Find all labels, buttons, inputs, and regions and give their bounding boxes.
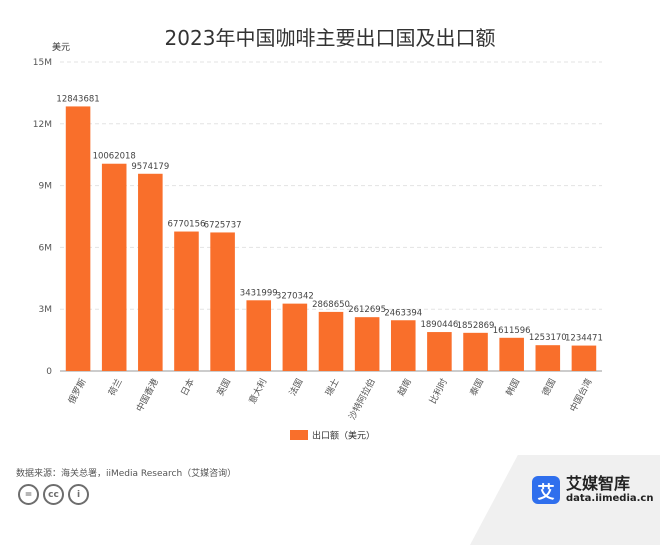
data-label: 3270342 bbox=[276, 292, 314, 302]
y-tick-label: 3M bbox=[39, 305, 53, 315]
brand-name: 艾媒智库 bbox=[566, 474, 631, 493]
data-label: 2868650 bbox=[312, 300, 350, 310]
y-tick-label: 12M bbox=[33, 120, 52, 130]
source-note: 数据来源：海关总署，iiMedia Research（艾媒咨询） bbox=[16, 469, 237, 479]
y-tick-label: 0 bbox=[46, 367, 52, 377]
x-tick-label: 荷兰 bbox=[106, 376, 125, 398]
data-label: 1890446 bbox=[420, 320, 458, 330]
x-tick-label: 瑞士 bbox=[323, 376, 342, 398]
data-label: 1611596 bbox=[493, 326, 531, 336]
bar bbox=[499, 337, 524, 371]
bar bbox=[282, 303, 308, 371]
data-label: 1852869 bbox=[457, 321, 495, 331]
data-label: 1234471 bbox=[565, 334, 603, 344]
y-axis-label: 美元 bbox=[52, 41, 70, 53]
license-person-icon: i bbox=[68, 484, 89, 505]
brand: 艾 艾媒智库 data.iimedia.cn bbox=[532, 475, 653, 505]
brand-logo-icon: 艾 bbox=[532, 476, 560, 504]
license-equal-icon: = bbox=[18, 484, 39, 505]
bar bbox=[65, 106, 91, 372]
x-tick-label: 比利时 bbox=[427, 376, 450, 405]
legend-swatch bbox=[290, 430, 308, 440]
bar bbox=[138, 173, 163, 371]
chart-title: 2023年中国咖啡主要出口国及出口额 bbox=[164, 26, 496, 50]
x-tick-label: 韩国 bbox=[503, 376, 522, 398]
bar bbox=[571, 345, 597, 371]
bar bbox=[246, 300, 272, 371]
x-tick-label: 中国香港 bbox=[133, 376, 161, 413]
data-label: 6725737 bbox=[204, 220, 242, 230]
data-label: 9574179 bbox=[131, 162, 169, 172]
data-label: 10062018 bbox=[93, 152, 136, 162]
x-tick-label: 法国 bbox=[286, 376, 305, 398]
license-cc-icon: cc bbox=[43, 484, 64, 505]
x-tick-label: 中国台湾 bbox=[567, 376, 595, 413]
bar bbox=[427, 332, 452, 371]
bar bbox=[463, 332, 488, 371]
legend-label: 出口额（美元） bbox=[312, 430, 375, 442]
x-tick-label: 俄罗斯 bbox=[65, 376, 88, 405]
bar bbox=[101, 163, 127, 371]
brand-url: data.iimedia.cn bbox=[566, 493, 654, 504]
data-label: 6770156 bbox=[168, 220, 206, 230]
bar bbox=[210, 232, 235, 371]
data-label: 3431999 bbox=[240, 288, 278, 298]
y-tick-label: 15M bbox=[33, 58, 52, 68]
x-tick-label: 日本 bbox=[178, 376, 197, 398]
bar bbox=[535, 345, 561, 371]
bar bbox=[390, 320, 416, 371]
data-label: 2612695 bbox=[348, 305, 386, 315]
x-tick-label: 泰国 bbox=[467, 376, 486, 398]
bar bbox=[354, 317, 380, 371]
y-tick-label: 6M bbox=[39, 243, 53, 253]
data-label: 2463394 bbox=[384, 308, 422, 318]
x-tick-label: 越南 bbox=[395, 376, 414, 398]
bar bbox=[318, 311, 344, 371]
bar bbox=[174, 231, 199, 371]
x-tick-label: 意大利 bbox=[246, 376, 269, 405]
data-label: 1253170 bbox=[529, 333, 567, 343]
license-icons: = cc i bbox=[18, 484, 89, 505]
bar-chart: 美元 0 3M 6M 9M 12M 15M 12843681 俄罗斯 10062018 荷兰 9574… bbox=[33, 41, 603, 442]
x-tick-label: 英国 bbox=[214, 376, 233, 398]
x-tick-label: 沙特阿拉伯 bbox=[346, 376, 378, 421]
y-tick-label: 9M bbox=[39, 182, 53, 192]
data-label: 12843681 bbox=[56, 94, 99, 104]
x-tick-label: 德国 bbox=[539, 376, 558, 398]
